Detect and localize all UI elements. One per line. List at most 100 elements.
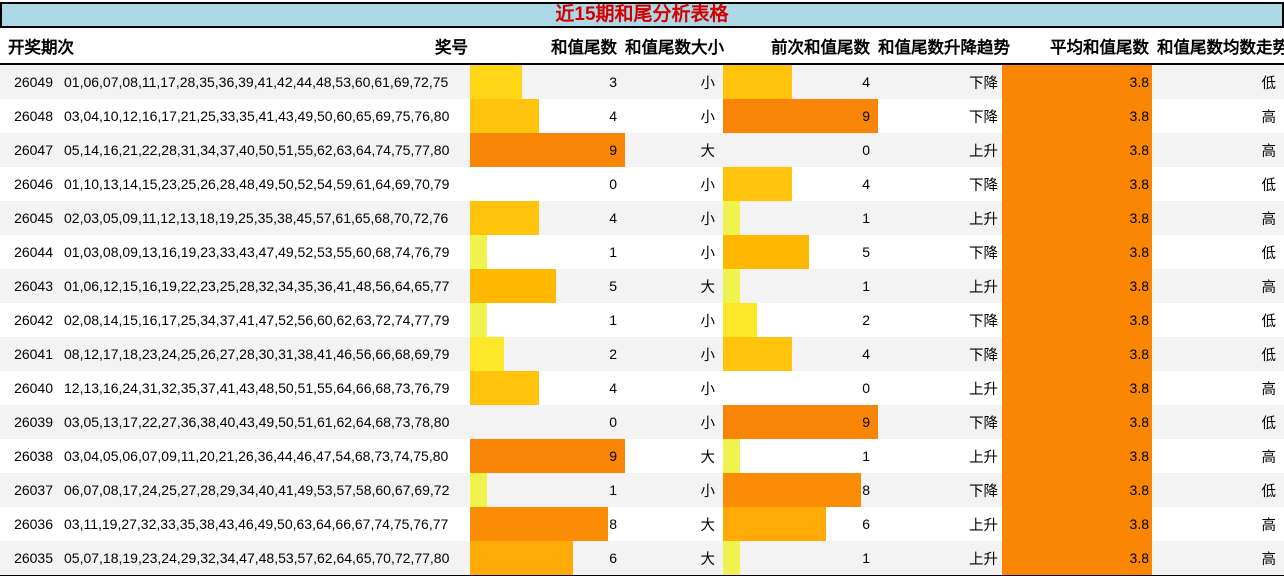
- period-cell: 26045: [0, 201, 62, 235]
- col-header-avg-tail: 平均和值尾数: [1002, 28, 1157, 65]
- prev-tail: 8: [723, 473, 878, 507]
- avg-tail-bar: [1002, 133, 1153, 167]
- avg-tail-bar: [1002, 235, 1153, 269]
- sum-tail: 1: [470, 235, 625, 269]
- winning-numbers-cell: 01,03,08,09,13,16,19,23,33,43,47,49,52,5…: [62, 235, 470, 269]
- prev-tail-value: 4: [862, 346, 870, 362]
- avg-tail: 3.8: [1002, 405, 1157, 439]
- sum-tail: 0: [470, 167, 625, 201]
- trend-cell: 上升: [878, 507, 1002, 541]
- col-header-trend: 和值尾数升降趋势: [878, 28, 1010, 65]
- winning-numbers-cell: 12,13,16,24,31,32,35,37,41,43,48,50,51,5…: [62, 371, 470, 405]
- avg-tail-value: 3.8: [1129, 346, 1149, 362]
- period-cell: 26036: [0, 507, 62, 541]
- table-row: 26037 06,07,08,17,24,25,27,28,29,34,40,41…: [0, 473, 1284, 507]
- prev-tail: 2: [723, 303, 878, 337]
- sum-tail-bar: [470, 473, 488, 507]
- sum-tail-bar: [470, 269, 557, 303]
- trend-cell: 下降: [878, 167, 1002, 201]
- period-cell: 26049: [0, 64, 62, 99]
- tail-size-cell: 大: [625, 507, 723, 541]
- mean-trend-cell: 高: [1157, 439, 1284, 473]
- prev-tail: 4: [723, 337, 878, 371]
- sum-tail-bar: [470, 201, 539, 235]
- avg-tail-bar: [1002, 167, 1153, 201]
- sum-tail-bar: [470, 235, 488, 269]
- table-row: 26038 03,04,05,06,07,09,11,20,21,26,36,44…: [0, 439, 1284, 473]
- prev-tail-bar: [723, 303, 758, 337]
- prev-tail-bar: [723, 99, 878, 133]
- sum-tail-value: 5: [609, 278, 617, 294]
- trend-cell: 下降: [878, 99, 1002, 133]
- period-cell: 26038: [0, 439, 62, 473]
- tail-size-cell: 小: [625, 167, 723, 201]
- period-cell: 26042: [0, 303, 62, 337]
- winning-numbers-cell: 03,05,13,17,22,27,36,38,40,43,49,50,51,6…: [62, 405, 470, 439]
- sum-tail-value: 6: [609, 550, 617, 566]
- sum-tail: 9: [470, 439, 625, 473]
- table-row: 26036 03,11,19,27,32,33,35,38,43,46,49,50…: [0, 507, 1284, 541]
- prev-tail-value: 8: [862, 482, 870, 498]
- sum-tail-value: 4: [609, 210, 617, 226]
- prev-tail-bar: [723, 269, 741, 303]
- tail-size-cell: 大: [625, 541, 723, 576]
- winning-numbers-cell: 06,07,08,17,24,25,27,28,29,34,40,41,49,5…: [62, 473, 470, 507]
- avg-tail: 3.8: [1002, 201, 1157, 235]
- prev-tail-bar: [723, 337, 792, 371]
- sum-tail-value: 9: [609, 142, 617, 158]
- analysis-table: 开奖期次 奖号 和值尾数 和值尾数大小 前次和值尾数 和值尾数升降趋势 平均和值…: [0, 28, 1284, 576]
- avg-tail: 3.8: [1002, 99, 1157, 133]
- prev-tail-value: 4: [862, 176, 870, 192]
- tail-size-cell: 小: [625, 99, 723, 133]
- table-row: 26046 01,10,13,14,15,23,25,26,28,48,49,50…: [0, 167, 1284, 201]
- prev-tail: 1: [723, 541, 878, 576]
- mean-trend-cell: 高: [1157, 99, 1284, 133]
- avg-tail-bar: [1002, 507, 1153, 541]
- trend-cell: 下降: [878, 473, 1002, 507]
- avg-tail-value: 3.8: [1129, 278, 1149, 294]
- sum-tail: 6: [470, 541, 625, 576]
- avg-tail-value: 3.8: [1129, 74, 1149, 90]
- tail-size-cell: 小: [625, 337, 723, 371]
- prev-tail: 4: [723, 64, 878, 99]
- sum-tail-bar: [470, 507, 608, 541]
- table-row: 26035 05,07,18,19,23,24,29,32,34,47,48,53…: [0, 541, 1284, 576]
- mean-trend-cell: 低: [1157, 235, 1284, 269]
- avg-tail-value: 3.8: [1129, 448, 1149, 464]
- tail-size-cell: 大: [625, 269, 723, 303]
- sum-tail: 0: [470, 405, 625, 439]
- prev-tail-value: 9: [862, 108, 870, 124]
- sum-tail-bar: [470, 133, 625, 167]
- mean-trend-cell: 低: [1157, 64, 1284, 99]
- avg-tail: 3.8: [1002, 235, 1157, 269]
- tail-size-cell: 小: [625, 64, 723, 99]
- winning-numbers-cell: 01,06,07,08,11,17,28,35,36,39,41,42,44,4…: [62, 64, 470, 99]
- avg-tail-value: 3.8: [1129, 142, 1149, 158]
- table-row: 26047 05,14,16,21,22,28,31,34,37,40,50,51…: [0, 133, 1284, 167]
- period-cell: 26043: [0, 269, 62, 303]
- tail-size-cell: 小: [625, 473, 723, 507]
- table-row: 26043 01,06,12,15,16,19,22,23,25,28,32,34…: [0, 269, 1284, 303]
- prev-tail-bar: [723, 167, 792, 201]
- prev-tail: 1: [723, 269, 878, 303]
- trend-cell: 上升: [878, 371, 1002, 405]
- prev-tail: 0: [723, 371, 878, 405]
- sum-tail: 9: [470, 133, 625, 167]
- period-cell: 26039: [0, 405, 62, 439]
- trend-cell: 上升: [878, 269, 1002, 303]
- table-body: 26049 01,06,07,08,11,17,28,35,36,39,41,42…: [0, 64, 1284, 576]
- trend-cell: 上升: [878, 201, 1002, 235]
- prev-tail-bar: [723, 473, 861, 507]
- table-row: 26042 02,08,14,15,16,17,25,34,37,41,47,52…: [0, 303, 1284, 337]
- prev-tail-value: 2: [862, 312, 870, 328]
- sum-tail-value: 1: [609, 244, 617, 260]
- tail-size-cell: 大: [625, 133, 723, 167]
- sum-tail: 1: [470, 473, 625, 507]
- mean-trend-cell: 低: [1157, 405, 1284, 439]
- table-row: 26048 03,04,10,12,16,17,21,25,33,35,41,43…: [0, 99, 1284, 133]
- prev-tail-value: 4: [862, 74, 870, 90]
- trend-cell: 下降: [878, 235, 1002, 269]
- sum-tail-value: 1: [609, 482, 617, 498]
- page-title: 近15期和尾分析表格: [0, 2, 1284, 28]
- prev-tail-bar: [723, 405, 878, 439]
